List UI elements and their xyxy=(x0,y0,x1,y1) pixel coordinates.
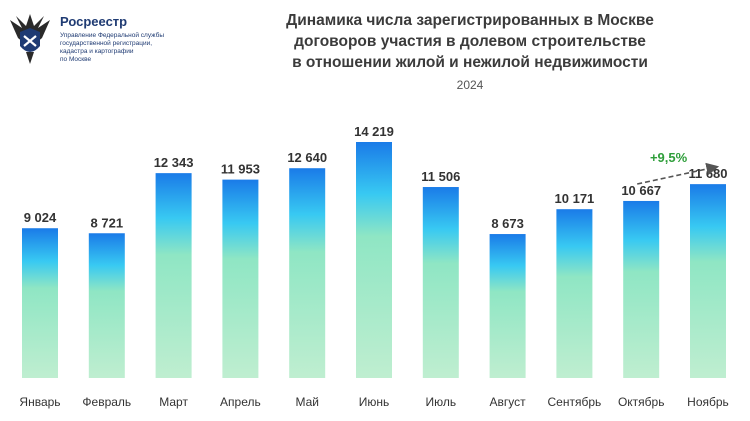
bar-1 xyxy=(22,228,58,378)
bar-6 xyxy=(356,142,392,378)
category-label: Июнь xyxy=(359,395,390,409)
category-label: Август xyxy=(490,395,527,409)
bar-9 xyxy=(556,209,593,378)
bar-5 xyxy=(289,168,326,378)
value-label: 10 667 xyxy=(621,183,661,198)
bar-10 xyxy=(623,200,660,378)
chart-title-line: Динамика числа зарегистрированных в Моск… xyxy=(286,12,654,29)
chart-title-line: в отношении жилой и нежилой недвижимости xyxy=(292,54,648,71)
category-label: Сентябрь xyxy=(548,395,602,409)
value-label: 8 673 xyxy=(491,216,524,231)
category-label: Февраль xyxy=(82,395,131,409)
chart-year: 2024 xyxy=(456,78,484,92)
value-label: 9 024 xyxy=(24,210,57,225)
brand-name: Росреестр xyxy=(60,14,128,29)
bar-3 xyxy=(155,173,192,378)
value-label: 11 953 xyxy=(221,162,260,177)
chart-title-line: договоров участия в долевом строительств… xyxy=(294,33,646,50)
value-label: 8 721 xyxy=(91,215,124,230)
category-label: Октябрь xyxy=(618,395,665,409)
value-label: 12 343 xyxy=(154,155,194,170)
bar-11 xyxy=(690,184,726,378)
bar-4 xyxy=(222,179,259,378)
value-label: 11 506 xyxy=(421,169,460,184)
category-label: Апрель xyxy=(220,395,261,409)
value-label: 12 640 xyxy=(287,150,327,165)
value-label: 14 219 xyxy=(354,124,394,139)
brand-subtitle-line: государственной регистрации, xyxy=(60,40,153,47)
bar-2 xyxy=(88,233,125,378)
bar-7 xyxy=(422,187,459,378)
category-label: Январь xyxy=(19,395,60,409)
category-label: Ноябрь xyxy=(687,395,729,409)
chart-title: Динамика числа зарегистрированных в Моск… xyxy=(250,10,690,73)
eagle-emblem-icon xyxy=(10,14,50,64)
brand-subtitle-line: кадастра и картографии xyxy=(60,48,134,55)
brand-subtitle: Управление Федеральной службы государств… xyxy=(60,32,190,64)
category-label: Март xyxy=(159,395,188,409)
growth-annotation: +9,5% xyxy=(650,150,688,165)
category-label: Май xyxy=(295,395,319,409)
growth-arrow xyxy=(637,162,720,185)
brand-subtitle-line: Управление Федеральной службы xyxy=(60,32,164,39)
value-label: 10 171 xyxy=(555,191,595,206)
brand-subtitle-line: по Москве xyxy=(60,56,92,63)
rosreestr-logo: Росреестр Управление Федеральной службы … xyxy=(6,8,186,72)
bar-8 xyxy=(489,234,526,378)
category-label: Июль xyxy=(425,395,456,409)
